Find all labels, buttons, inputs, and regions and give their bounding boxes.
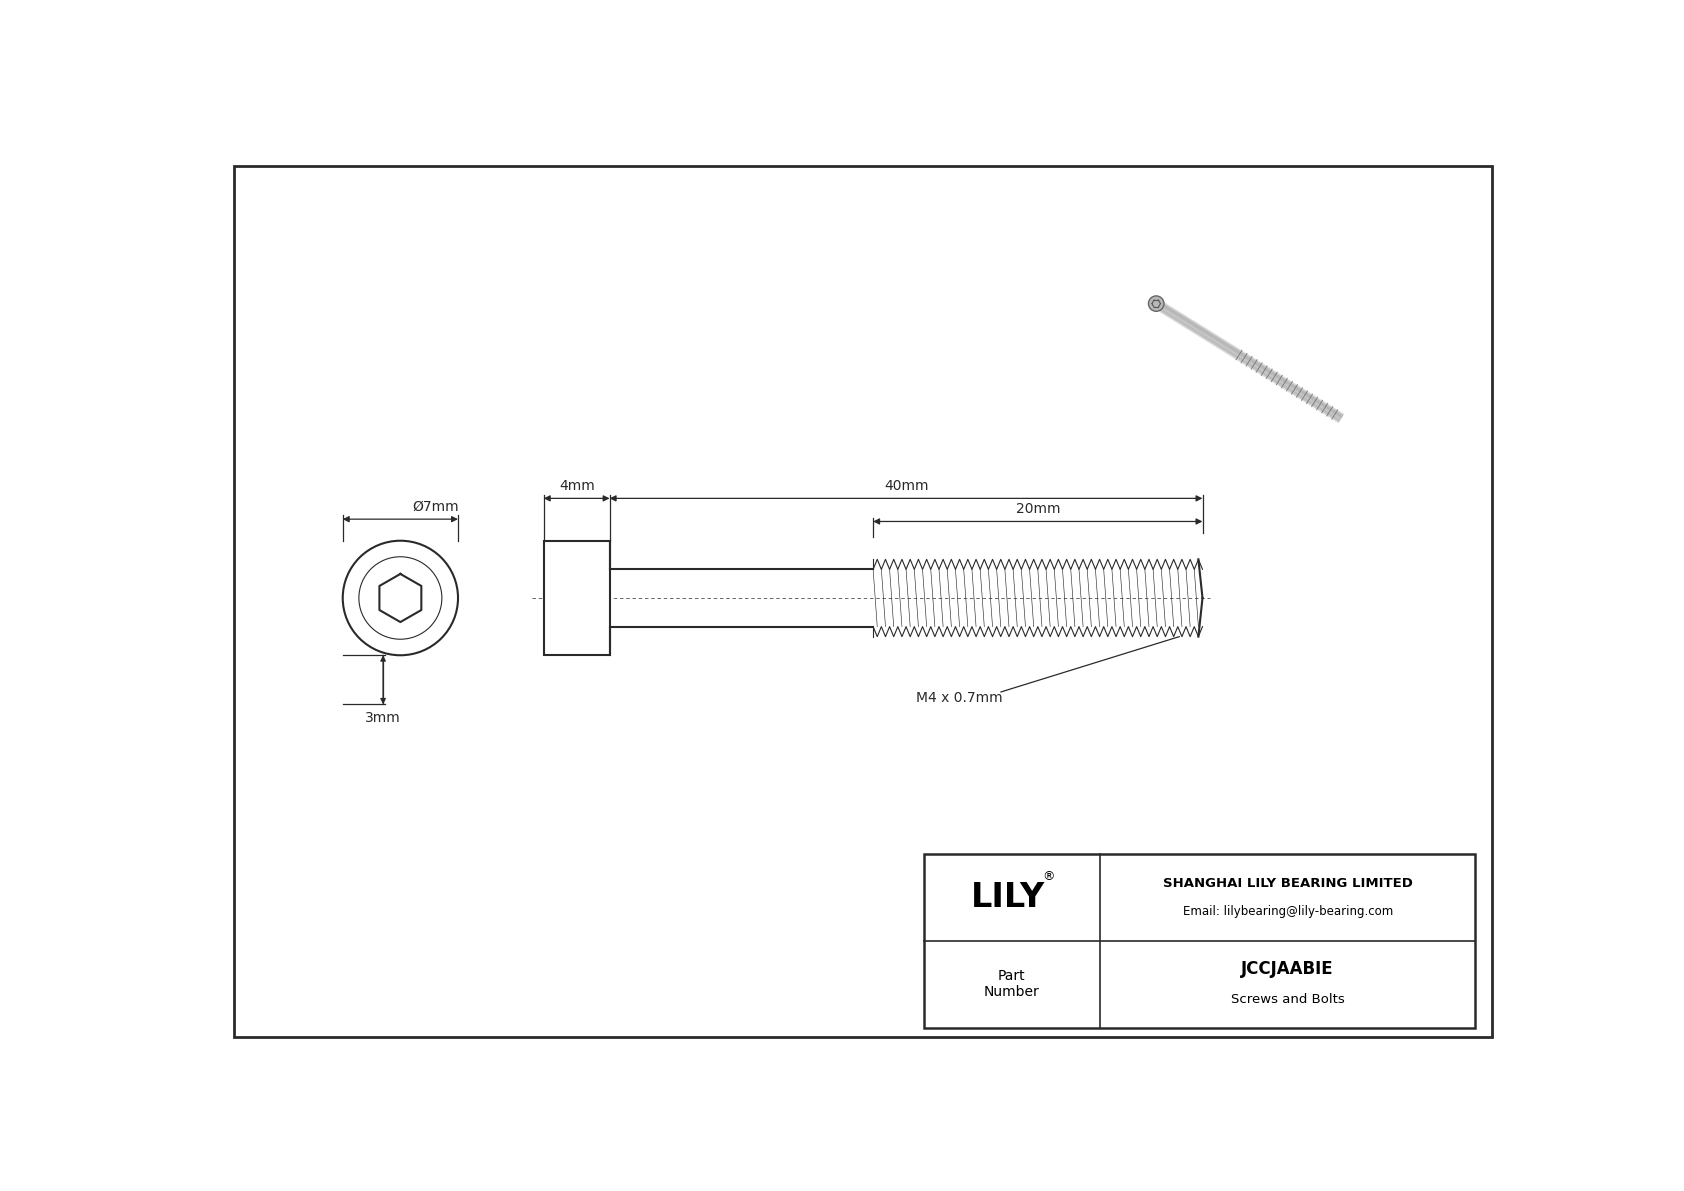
Text: LILY: LILY (970, 881, 1046, 915)
Text: 20mm: 20mm (1015, 503, 1059, 516)
Bar (923, 854, 1475, 1028)
Text: Email: lilybearing@lily-bearing.com: Email: lilybearing@lily-bearing.com (1182, 905, 1393, 918)
Text: 40mm: 40mm (884, 479, 928, 493)
Text: Part
Number: Part Number (983, 969, 1039, 999)
Text: 3mm: 3mm (365, 711, 401, 724)
Bar (544, 541, 610, 655)
Text: JCCJAABIE: JCCJAABIE (1241, 960, 1334, 978)
Text: Screws and Bolts: Screws and Bolts (1231, 993, 1344, 1006)
Circle shape (344, 541, 458, 655)
Text: Ø7mm: Ø7mm (413, 500, 458, 513)
Text: SHANGHAI LILY BEARING LIMITED: SHANGHAI LILY BEARING LIMITED (1162, 878, 1413, 891)
Text: ®: ® (1042, 871, 1056, 884)
Circle shape (1148, 295, 1164, 311)
Text: M4 x 0.7mm: M4 x 0.7mm (916, 691, 1002, 705)
Text: 4mm: 4mm (559, 479, 594, 493)
